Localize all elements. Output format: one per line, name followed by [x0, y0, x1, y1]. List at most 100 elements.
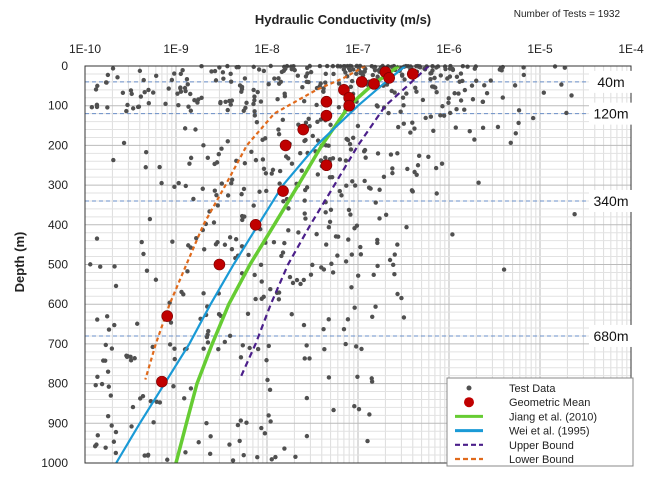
test-data-point [323, 71, 328, 77]
test-data-point [124, 354, 130, 360]
test-data-point [182, 126, 188, 131]
test-data-point [269, 457, 274, 462]
test-data-point [273, 454, 278, 460]
test-data-point [262, 431, 268, 436]
test-data-point [239, 213, 245, 219]
test-data-point [172, 184, 177, 190]
test-data-point [238, 418, 243, 423]
test-data-point [476, 180, 481, 185]
test-data-point [225, 193, 231, 198]
test-data-point [93, 382, 98, 388]
test-data-point [458, 98, 464, 103]
test-data-point [399, 295, 404, 301]
test-data-point [372, 68, 378, 73]
y-tick-label: 600 [48, 297, 68, 311]
test-data-point [282, 446, 287, 451]
test-data-point [186, 104, 191, 109]
test-data-point [256, 67, 262, 72]
test-data-point [374, 103, 379, 108]
test-data-point [243, 105, 248, 111]
test-data-point [306, 116, 311, 121]
test-data-point [204, 334, 210, 340]
test-data-point [105, 105, 110, 110]
y-axis-title: Depth (m) [12, 232, 27, 293]
test-data-point [314, 102, 319, 108]
test-data-point [183, 450, 188, 455]
test-data-point [138, 94, 144, 99]
test-data-point [400, 95, 406, 100]
test-data-point [103, 342, 108, 348]
test-data-point [260, 157, 266, 162]
test-data-point [109, 423, 114, 428]
test-data-point [170, 239, 175, 244]
test-data-point [186, 243, 191, 248]
test-data-point [430, 68, 435, 73]
test-data-point [271, 240, 277, 245]
test-data-point [98, 264, 103, 269]
test-data-point [303, 187, 308, 193]
test-data-point [128, 358, 134, 363]
test-data-point [465, 64, 470, 69]
test-data-point [269, 171, 274, 176]
x-tick-label: 1E-8 [254, 42, 280, 56]
test-data-point [214, 160, 220, 165]
test-data-point [416, 153, 422, 159]
test-data-point [499, 68, 504, 73]
test-data-point [341, 67, 347, 72]
test-data-point [458, 71, 464, 76]
test-data-point [304, 395, 310, 401]
test-data-point [255, 454, 260, 460]
test-data-point [283, 154, 289, 159]
test-data-point [375, 240, 380, 246]
test-data-point [259, 279, 264, 284]
test-data-point [219, 146, 224, 151]
test-data-point [371, 272, 376, 278]
test-data-point [259, 425, 264, 431]
x-tick-label: 1E-6 [436, 42, 462, 56]
test-data-point [261, 294, 266, 300]
test-data-point [182, 85, 188, 91]
test-data-point [390, 166, 395, 171]
test-data-point [268, 419, 273, 424]
test-data-point [240, 343, 246, 348]
test-data-point [199, 95, 204, 100]
test-data-point [462, 107, 467, 112]
test-data-point [252, 272, 257, 278]
test-data-point [398, 109, 403, 114]
test-data-point [94, 442, 99, 447]
test-data-point [113, 283, 119, 289]
test-data-point [346, 207, 352, 213]
test-data-point [277, 181, 282, 186]
test-data-point [333, 234, 339, 239]
test-data-point [251, 64, 256, 70]
zone-label-bg [589, 189, 633, 212]
test-data-point [395, 151, 400, 156]
test-data-point [286, 228, 291, 233]
test-data-point [301, 277, 306, 283]
test-data-point [257, 189, 262, 194]
test-data-point [216, 152, 221, 157]
test-data-point [280, 117, 286, 123]
x-tick-label: 1E-7 [345, 42, 371, 56]
x-tick-label: 1E-4 [618, 42, 644, 56]
test-data-point [130, 404, 136, 410]
test-data-point [111, 439, 117, 444]
test-data-point [99, 381, 105, 387]
test-data-point [270, 167, 276, 173]
test-data-point [369, 376, 374, 381]
test-data-point [227, 235, 233, 240]
test-data-point [488, 78, 493, 83]
test-data-point [387, 257, 393, 263]
test-data-point [299, 168, 304, 173]
test-data-point [254, 119, 260, 125]
test-data-point [412, 126, 417, 131]
zone-label-bg [589, 70, 633, 93]
test-data-point [261, 68, 267, 74]
test-data-point [249, 149, 254, 155]
test-data-point [129, 424, 134, 429]
test-data-point [258, 99, 264, 104]
test-data-point [239, 191, 244, 197]
y-tick-label: 300 [48, 178, 68, 192]
test-data-point [559, 82, 564, 87]
test-data-point [237, 438, 242, 444]
